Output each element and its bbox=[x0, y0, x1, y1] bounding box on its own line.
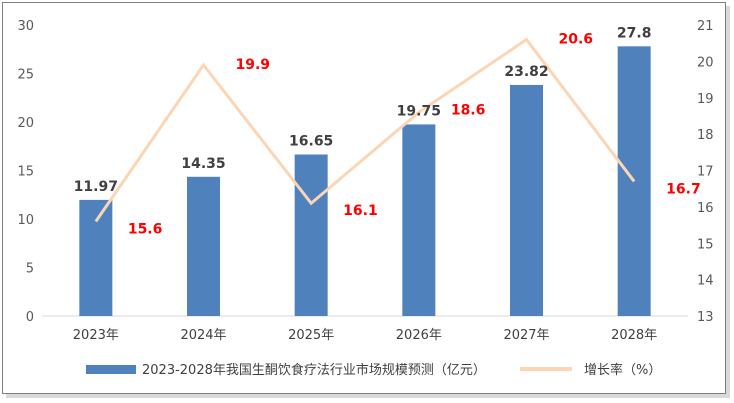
left-axis-tick-label: 5 bbox=[26, 262, 34, 277]
right-axis: 13 14 15 16 17 18 19 20 21 bbox=[697, 19, 714, 325]
left-axis-tick-label: 15 bbox=[17, 165, 34, 180]
legend-line-label: 增长率（%） bbox=[584, 362, 661, 378]
chart-frame bbox=[2, 2, 726, 394]
category-label: 2023年 bbox=[73, 328, 119, 343]
rate-value-label: 18.6 bbox=[451, 102, 486, 118]
right-axis-tick-label: 19 bbox=[697, 92, 714, 107]
bar-value-label: 11.97 bbox=[74, 179, 118, 195]
right-axis-tick-label: 21 bbox=[697, 19, 714, 34]
category-label: 2025年 bbox=[288, 328, 334, 343]
right-axis-tick-label: 16 bbox=[697, 201, 714, 216]
bar-value-label: 19.75 bbox=[397, 103, 441, 119]
bar bbox=[187, 176, 220, 316]
bar bbox=[510, 84, 543, 316]
category-label: 2026年 bbox=[396, 328, 442, 343]
legend-bar-swatch bbox=[86, 365, 136, 374]
bar-value-label: 14.35 bbox=[181, 156, 225, 172]
rate-value-labels: 15.6 19.9 16.1 18.6 20.6 16.7 bbox=[128, 32, 701, 238]
left-axis-tick-label: 30 bbox=[17, 19, 34, 34]
category-axis-labels: 2023年 2024年 2025年 2026年 2027年 2028年 bbox=[73, 328, 657, 343]
category-label: 2027年 bbox=[503, 328, 549, 343]
bar bbox=[294, 154, 328, 316]
bar-value-label: 27.8 bbox=[617, 25, 652, 41]
left-axis-tick-label: 20 bbox=[17, 116, 34, 131]
category-label: 2024年 bbox=[180, 328, 226, 343]
bar-value-label: 16.65 bbox=[289, 133, 333, 149]
legend-bar-label: 2023-2028年我国生酮饮食疗法行业市场规模预测（亿元） bbox=[142, 362, 486, 378]
rate-value-label: 20.6 bbox=[559, 32, 594, 48]
rate-value-label: 16.7 bbox=[666, 181, 701, 197]
left-axis: 0 5 10 15 20 25 30 bbox=[17, 19, 34, 325]
bar bbox=[79, 199, 113, 316]
right-axis-tick-label: 20 bbox=[697, 55, 714, 70]
growth-rate-series bbox=[94, 37, 636, 223]
left-axis-tick-label: 10 bbox=[17, 213, 34, 228]
rate-value-label: 19.9 bbox=[236, 57, 271, 73]
category-label: 2028年 bbox=[611, 328, 657, 343]
rate-value-label: 16.1 bbox=[343, 203, 378, 219]
right-axis-tick-label: 15 bbox=[697, 237, 714, 252]
bar-series bbox=[79, 46, 651, 317]
rate-value-label: 15.6 bbox=[128, 221, 163, 237]
right-axis-tick-label: 13 bbox=[697, 310, 714, 325]
bar-value-label: 23.82 bbox=[504, 64, 548, 80]
growth-rate-line bbox=[94, 37, 636, 223]
right-axis-tick-label: 18 bbox=[697, 128, 714, 143]
frame-shadow-bottom bbox=[6, 394, 730, 398]
left-axis-tick-label: 0 bbox=[26, 310, 34, 325]
frame-shadow-right bbox=[726, 6, 730, 398]
legend: 2023-2028年我国生酮饮食疗法行业市场规模预测（亿元） 增长率（%） bbox=[86, 362, 661, 378]
right-axis-tick-label: 14 bbox=[697, 274, 714, 289]
left-axis-tick-label: 25 bbox=[17, 68, 34, 83]
bar-value-labels: 11.97 14.35 16.65 19.75 23.82 27.8 bbox=[74, 25, 652, 195]
right-axis-tick-label: 17 bbox=[697, 165, 714, 180]
bar bbox=[402, 124, 436, 316]
